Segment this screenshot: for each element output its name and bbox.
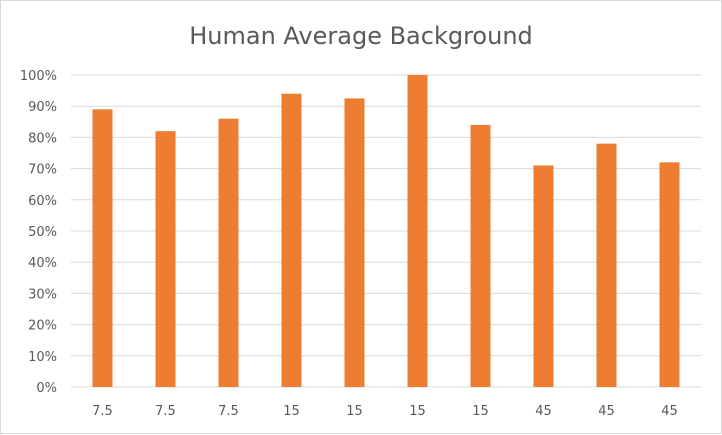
x-tick-label: 15: [283, 404, 300, 419]
y-tick-label: 40%: [28, 256, 57, 271]
y-tick-label: 50%: [28, 225, 57, 240]
x-tick-label: 45: [661, 404, 678, 419]
bar: [218, 118, 239, 388]
x-tick-label: 7.5: [155, 404, 176, 419]
y-axis-tick-labels: 0% 10% 20% 30% 40% 50% 60% 70% 80% 90% 100%: [20, 69, 57, 396]
bar: [596, 143, 617, 387]
x-axis-tick-labels: 7.5 7.5 7.5 15 15 15 15 45 45 45: [92, 404, 678, 419]
gridlines: [71, 74, 701, 388]
bars: [92, 75, 680, 388]
y-tick-label: 100%: [20, 69, 57, 84]
bar: [155, 131, 176, 387]
bar: [344, 98, 365, 388]
bar: [92, 109, 113, 387]
x-tick-label: 45: [535, 404, 552, 419]
x-tick-label: 15: [409, 404, 426, 419]
x-tick-label: 7.5: [218, 404, 239, 419]
bar: [533, 165, 554, 387]
bar: [659, 162, 680, 387]
x-tick-label: 15: [472, 404, 489, 419]
y-tick-label: 60%: [28, 194, 57, 209]
bar: [470, 124, 491, 388]
bar: [407, 75, 428, 387]
y-tick-label: 70%: [28, 163, 57, 178]
chart-title: Human Average Background: [189, 22, 533, 50]
x-tick-label: 7.5: [92, 404, 113, 419]
bar: [281, 93, 302, 387]
y-tick-label: 30%: [28, 287, 57, 302]
x-tick-label: 15: [346, 404, 363, 419]
y-tick-label: 10%: [28, 350, 57, 365]
y-tick-label: 80%: [28, 131, 57, 146]
x-tick-label: 45: [598, 404, 615, 419]
y-tick-label: 20%: [28, 319, 57, 334]
y-tick-label: 0%: [36, 381, 57, 396]
y-tick-label: 90%: [28, 100, 57, 115]
